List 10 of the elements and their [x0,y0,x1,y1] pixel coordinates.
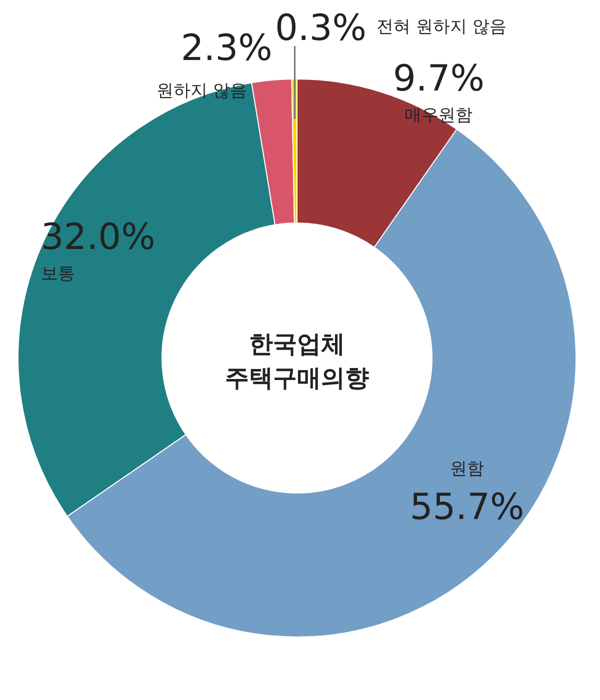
text: 한국업체 주택구매의향 [225,330,369,392]
slice-label: 보통 [41,264,76,284]
data-label: 0.3% [275,8,366,49]
data-label: 32.0% [40,217,156,258]
slice-label: 원함 [450,459,484,480]
slice-label: 원하지 않음 [156,81,247,102]
data-label: 55.7% [410,487,524,528]
slice-label: 전혀 원하지 않음 [376,17,507,37]
data-label: 2.3% [180,28,272,70]
data-label: 9.7% [392,58,484,100]
